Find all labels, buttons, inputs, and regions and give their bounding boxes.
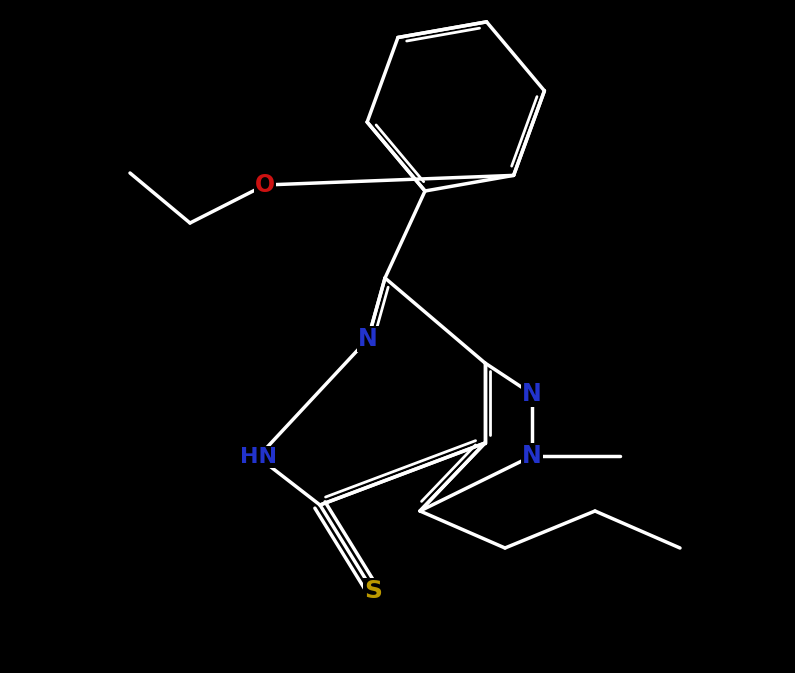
Text: HN: HN — [239, 447, 277, 467]
Text: N: N — [358, 327, 378, 351]
Text: N: N — [522, 444, 542, 468]
Text: S: S — [364, 579, 382, 603]
Text: N: N — [522, 382, 542, 406]
Text: O: O — [255, 173, 275, 197]
